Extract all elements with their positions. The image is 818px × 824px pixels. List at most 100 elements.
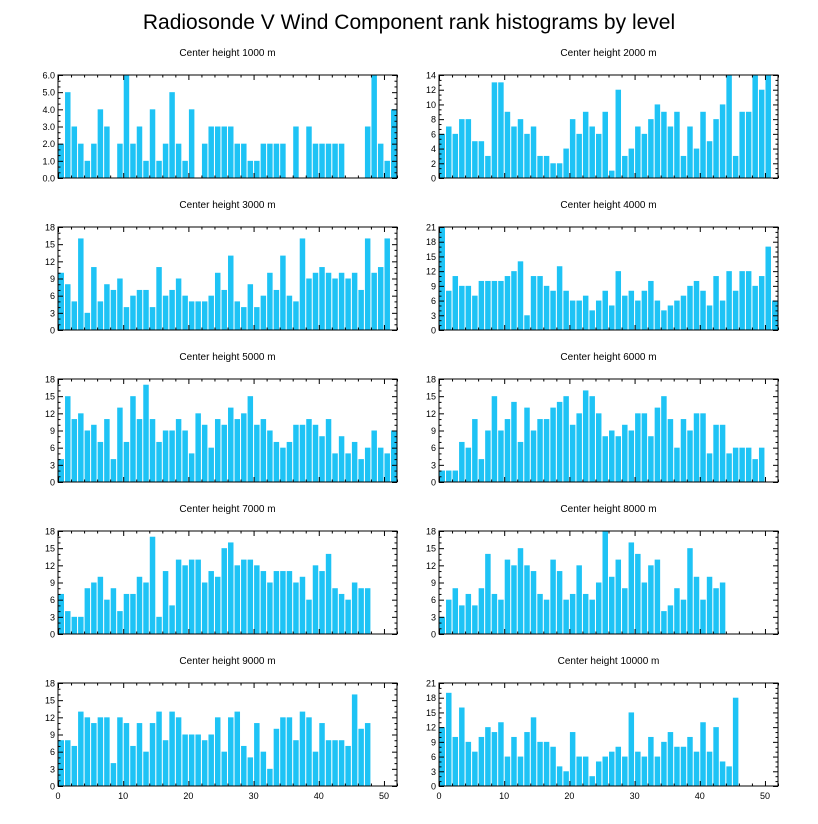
histogram-bar <box>674 111 680 178</box>
histogram-bar <box>182 295 188 330</box>
histogram-bar <box>260 571 267 634</box>
y-tick-label: 9 <box>50 730 55 740</box>
histogram-bar <box>661 611 667 634</box>
histogram-bar <box>345 745 351 786</box>
histogram-bar <box>569 300 576 330</box>
histogram-bar <box>602 756 608 786</box>
histogram-bar <box>169 430 175 482</box>
histogram-bar <box>299 711 306 786</box>
histogram-bar <box>351 441 358 482</box>
histogram-bar <box>745 271 752 330</box>
histogram-bar <box>609 430 615 482</box>
histogram-bar <box>459 119 465 178</box>
histogram-bar <box>700 290 706 330</box>
histogram-bar <box>472 141 478 178</box>
histogram-bar <box>511 565 517 634</box>
y-tick-label: 0 <box>431 326 436 336</box>
histogram-bar <box>687 736 693 786</box>
histogram-bar <box>182 734 188 786</box>
histogram-bar <box>384 453 390 482</box>
figure-title: Radiosonde V Wind Component rank histogr… <box>142 11 676 34</box>
histogram-bar <box>364 238 371 330</box>
histogram-bar <box>247 559 254 634</box>
y-tick-label: 12 <box>45 409 55 419</box>
histogram-bar <box>162 295 169 330</box>
histogram-bar <box>693 413 700 482</box>
histogram-bar <box>628 712 635 786</box>
histogram-bar <box>524 565 530 634</box>
histogram-bar <box>452 133 459 178</box>
histogram-bar <box>325 553 332 634</box>
histogram-bar <box>732 697 739 786</box>
histogram-bar <box>485 280 491 330</box>
histogram-bar <box>602 290 608 330</box>
histogram-bar <box>241 143 247 178</box>
histogram-bar <box>700 111 706 178</box>
histogram-bar <box>156 711 162 786</box>
histogram-bar <box>459 285 465 330</box>
histogram-bar <box>641 413 648 482</box>
histogram-bar <box>602 111 608 178</box>
histogram-bar <box>97 717 104 786</box>
histogram-bar <box>280 447 286 482</box>
y-tick-label: 6 <box>50 443 55 453</box>
histogram-bar <box>286 295 293 330</box>
histogram-bar <box>517 119 524 178</box>
histogram-bar <box>130 143 136 178</box>
y-tick-label: 6 <box>431 129 436 139</box>
histogram-bar <box>661 111 667 178</box>
histogram-bar <box>91 267 97 330</box>
histogram-bar <box>299 238 306 330</box>
histogram-bar <box>136 576 143 634</box>
histogram-bar <box>713 119 719 178</box>
histogram-bar <box>254 723 260 786</box>
histogram-bar <box>84 312 91 330</box>
y-tick-label: 5.0 <box>42 88 55 98</box>
y-tick-label: 12 <box>45 257 55 267</box>
histogram-bar <box>377 267 384 330</box>
histogram-bar <box>273 289 280 330</box>
histogram-bar <box>260 419 267 482</box>
histogram-bar <box>156 616 162 634</box>
histogram-bar <box>364 588 371 634</box>
histogram-bar <box>377 143 384 178</box>
histogram-bar <box>293 582 299 634</box>
histogram-bar <box>78 711 84 786</box>
histogram-bar <box>504 756 511 786</box>
histogram-bar <box>719 104 726 178</box>
histogram-bar <box>680 155 687 178</box>
histogram-bar <box>491 82 498 178</box>
panel-title: Center height 6000 m <box>560 352 656 363</box>
y-tick-label: 12 <box>426 267 436 277</box>
x-tick-label: 10 <box>118 791 128 801</box>
histogram-bar <box>537 741 543 786</box>
y-tick-label: 0 <box>431 174 436 184</box>
x-tick-label: 10 <box>499 791 509 801</box>
histogram-bar <box>71 745 78 786</box>
histogram-bar <box>439 616 445 634</box>
histogram-bar <box>325 143 332 178</box>
histogram-bar <box>123 723 130 786</box>
histogram-bar <box>485 727 491 786</box>
histogram-bar <box>635 300 641 330</box>
y-tick-label: 12 <box>45 561 55 571</box>
histogram-bar <box>524 407 530 482</box>
histogram-bar <box>117 407 123 482</box>
histogram-bar <box>84 717 91 786</box>
histogram-bar <box>241 413 247 482</box>
histogram-bar <box>452 736 459 786</box>
histogram-panel-8: Center height 8000 m 0 3 6 9 12 15 18 <box>426 504 779 640</box>
histogram-bar <box>465 447 472 482</box>
histogram-bar <box>208 571 214 634</box>
histogram-bar <box>485 430 491 482</box>
histogram-bar <box>635 126 641 178</box>
histogram-bar <box>609 751 615 786</box>
histogram-bar <box>576 413 582 482</box>
histogram-bar <box>732 290 739 330</box>
histogram-bar <box>78 413 84 482</box>
histogram-bar <box>104 419 110 482</box>
histogram-panel-4: Center height 4000 m 0 3 6 9 12 15 18 21 <box>426 200 779 336</box>
panel-title: Center height 5000 m <box>179 352 275 363</box>
histogram-bar <box>543 285 550 330</box>
histogram-bar <box>117 143 123 178</box>
